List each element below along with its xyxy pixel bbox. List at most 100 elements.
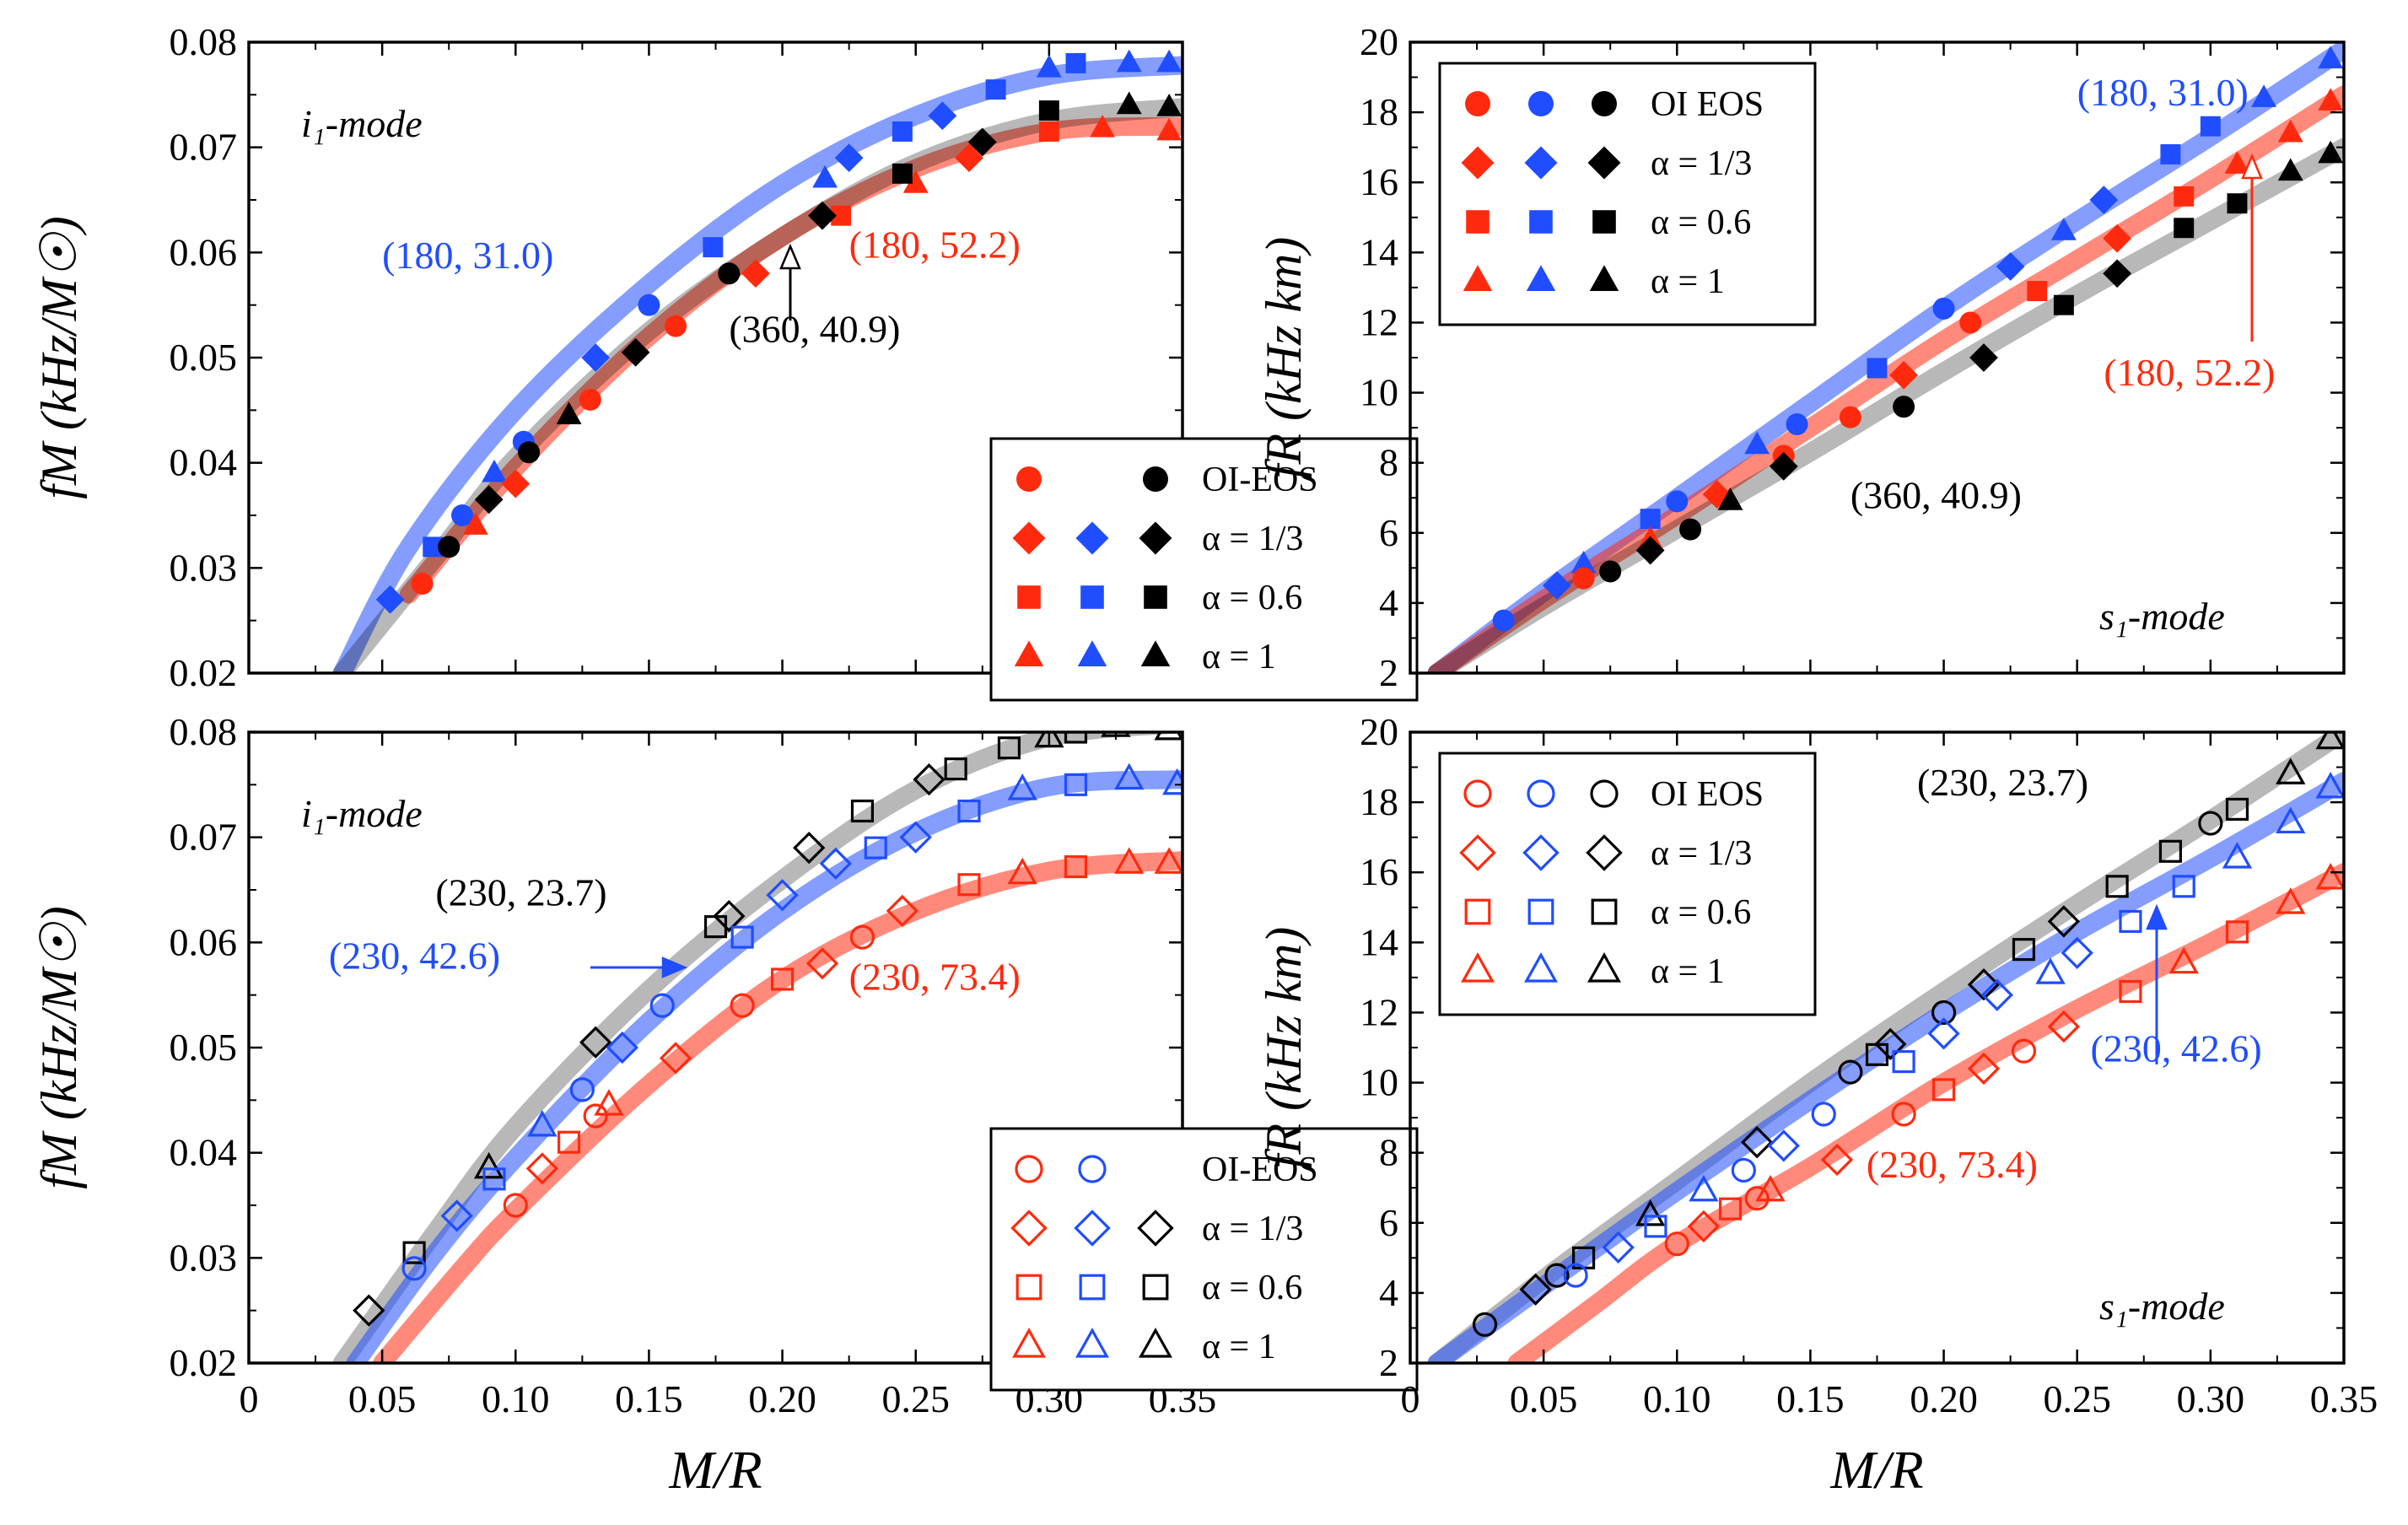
legend-marker bbox=[1592, 210, 1616, 234]
data-point bbox=[2277, 158, 2303, 181]
data-point bbox=[1570, 550, 1597, 574]
data-point bbox=[525, 1152, 559, 1185]
data-point bbox=[1893, 396, 1915, 418]
legend-marker bbox=[1522, 834, 1560, 871]
data-point bbox=[1767, 1129, 1800, 1162]
y-tick-label: 18 bbox=[1360, 780, 1398, 823]
data-point bbox=[527, 1109, 558, 1137]
data-points bbox=[1492, 46, 2344, 632]
data-point bbox=[1967, 968, 2001, 1001]
data-point bbox=[886, 894, 919, 928]
fit-curve bbox=[1427, 137, 2344, 673]
x-tick-label: 0 bbox=[240, 1377, 259, 1420]
legend-box bbox=[1438, 62, 1817, 326]
legend-label: α = 1/3 bbox=[1202, 520, 1303, 558]
x-tick-label: 0.15 bbox=[1776, 1377, 1845, 1420]
series-annotation: (230, 73.4) bbox=[1867, 1143, 2038, 1186]
data-point bbox=[2200, 116, 2221, 137]
data-point bbox=[473, 1151, 504, 1179]
data-point bbox=[1744, 431, 1770, 455]
series-annotation: (360, 40.9) bbox=[1850, 474, 2022, 517]
y-tick-label: 0.03 bbox=[170, 1236, 238, 1279]
data-point bbox=[892, 121, 913, 142]
data-point bbox=[606, 1031, 638, 1064]
data-point bbox=[1036, 54, 1062, 78]
data-point bbox=[1927, 1017, 1960, 1050]
legend-marker bbox=[1527, 779, 1555, 808]
data-point bbox=[1959, 311, 1982, 334]
data-point bbox=[2276, 757, 2306, 784]
data-point bbox=[1156, 117, 1182, 141]
data-point bbox=[1702, 480, 1732, 509]
data-point bbox=[1038, 121, 1059, 142]
data-point bbox=[1820, 1143, 1854, 1177]
data-point bbox=[402, 1241, 426, 1264]
data-point bbox=[2105, 875, 2129, 898]
data-point bbox=[2222, 842, 2253, 869]
data-point bbox=[766, 879, 799, 912]
legend-label: α = 1 bbox=[1651, 952, 1725, 991]
data-point bbox=[1874, 1027, 1907, 1061]
y-tick-label: 8 bbox=[1379, 441, 1398, 484]
data-point bbox=[899, 821, 932, 854]
data-point bbox=[718, 262, 741, 285]
data-point bbox=[2061, 936, 2093, 969]
data-point bbox=[2119, 909, 2142, 933]
data-point bbox=[594, 1089, 624, 1116]
data-point bbox=[1038, 100, 1059, 121]
data-point bbox=[1838, 1059, 1863, 1085]
legend-marker bbox=[1143, 466, 1168, 492]
data-point bbox=[1891, 1102, 1916, 1127]
data-point bbox=[1064, 773, 1088, 796]
data-point bbox=[944, 757, 967, 781]
data-point bbox=[1687, 1210, 1721, 1243]
legend-marker bbox=[1012, 521, 1046, 555]
data-point bbox=[1065, 52, 1086, 73]
data-point bbox=[2174, 218, 2195, 239]
y-tick-label: 4 bbox=[1379, 1271, 1398, 1314]
data-point bbox=[440, 1199, 473, 1232]
data-point bbox=[928, 101, 957, 131]
legend-box bbox=[989, 1127, 1419, 1392]
x-tick-label: 0.05 bbox=[1510, 1377, 1578, 1420]
data-point bbox=[808, 201, 837, 230]
legend-marker bbox=[1590, 779, 1619, 808]
legend-marker bbox=[1078, 1155, 1107, 1183]
legend-marker bbox=[1587, 951, 1621, 983]
legend-marker bbox=[1459, 834, 1496, 871]
data-point bbox=[1492, 609, 1515, 632]
series-annotation: (180, 52.2) bbox=[2104, 351, 2275, 394]
y-tick-label: 0.04 bbox=[170, 441, 238, 484]
data-point bbox=[1599, 560, 1622, 583]
legend-marker bbox=[1139, 521, 1172, 555]
legend: OI-EOS α = 1/3 α = 0.6 α = 1 bbox=[989, 437, 1419, 702]
data-point bbox=[1116, 91, 1142, 115]
arrow-180-52-2-head bbox=[2241, 153, 2263, 180]
data-point bbox=[581, 343, 611, 372]
data-point bbox=[864, 836, 887, 859]
data-point bbox=[1156, 94, 1182, 116]
data-point bbox=[659, 1042, 692, 1075]
legend-marker bbox=[1589, 265, 1619, 291]
legend-label: α = 0.6 bbox=[1651, 203, 1751, 242]
data-point bbox=[805, 947, 839, 980]
legend-marker bbox=[1142, 1274, 1169, 1301]
y-tick-label: 0.03 bbox=[170, 546, 238, 589]
y-tick-label: 0.06 bbox=[170, 230, 238, 273]
data-point bbox=[2103, 259, 2132, 288]
y-tick-label: 0.02 bbox=[170, 1341, 238, 1384]
data-point bbox=[793, 831, 826, 865]
y-tick-label: 8 bbox=[1379, 1131, 1398, 1174]
data-point bbox=[2225, 797, 2249, 821]
mode-label: i₁-mode bbox=[301, 102, 423, 145]
panel-bottom-right: 0 0.05 0.10 0.15 0.20 0.25 0.30 0.35 2 4 6 8 10 12 14 1… bbox=[1256, 710, 2378, 1500]
data-point bbox=[771, 967, 795, 991]
data-point bbox=[1064, 855, 1088, 879]
data-point bbox=[1786, 412, 1808, 435]
data-point bbox=[665, 315, 687, 337]
legend: OI-EOS α = 1/3 α = 0.6 α = 1 bbox=[989, 1127, 1419, 1392]
data-point bbox=[730, 925, 754, 949]
data-point bbox=[1967, 1052, 2001, 1086]
fit-curve bbox=[332, 56, 1182, 673]
data-point bbox=[1635, 536, 1665, 565]
